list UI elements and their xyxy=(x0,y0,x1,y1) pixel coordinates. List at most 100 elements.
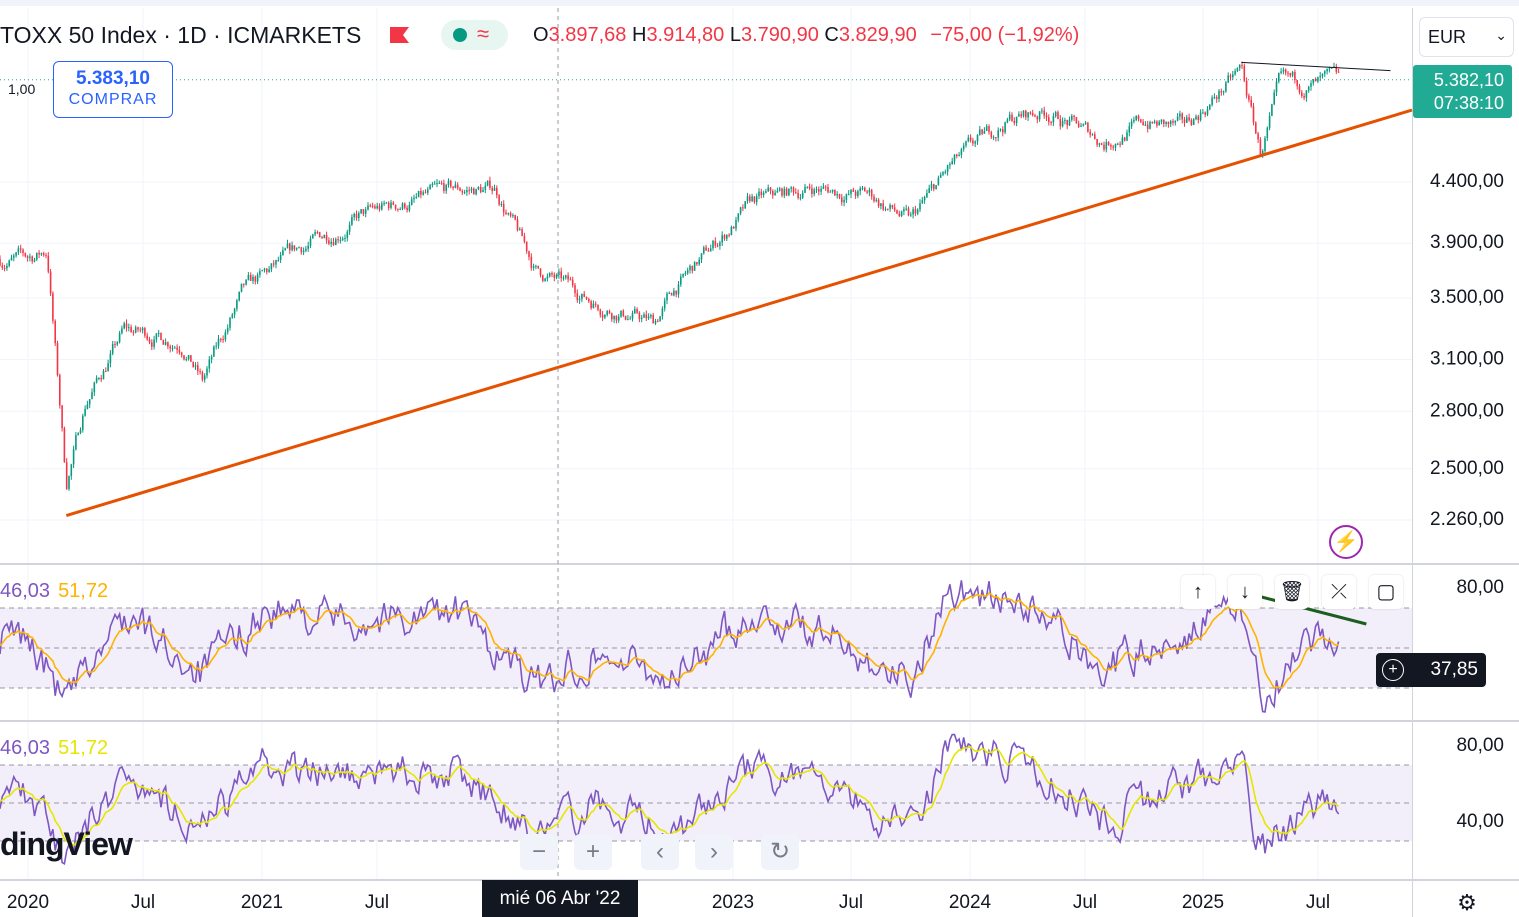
candle-body xyxy=(1006,119,1009,123)
candle-body xyxy=(1181,113,1183,120)
wave-icon: ≈ xyxy=(477,21,490,46)
rsi2-value: 46,03 xyxy=(0,737,51,759)
candle-body xyxy=(185,358,188,360)
candle-body xyxy=(680,276,682,285)
candle-body xyxy=(882,203,884,210)
candle-body xyxy=(468,190,470,192)
candle-body xyxy=(845,194,848,200)
candle-body xyxy=(1004,122,1006,133)
indicator-pill[interactable]: ≈ xyxy=(441,20,508,50)
time-tick-label: 2024 xyxy=(949,892,992,913)
zoom-out-button[interactable]: − xyxy=(520,834,558,870)
candle-body xyxy=(167,342,169,347)
candle-body xyxy=(953,154,956,162)
candle-body xyxy=(574,285,576,294)
candle-body xyxy=(914,209,917,214)
price-axis[interactable]: 2.260,00 2.500,00 2.800,00 3.100,00 3.500,00… xyxy=(1430,171,1504,530)
rsi-value-badge[interactable]: + 37,85 xyxy=(1376,653,1486,687)
candle-body xyxy=(369,205,372,207)
candle-body xyxy=(91,392,93,400)
candle-body xyxy=(1096,139,1098,145)
candle-body xyxy=(1002,129,1004,133)
low-value: 3.790,90 xyxy=(740,24,819,46)
candle-body xyxy=(820,188,822,192)
candle-body xyxy=(1121,137,1124,145)
candle-body xyxy=(707,250,710,252)
candle-body xyxy=(581,293,583,300)
rsi2-legend: 46,03 51,72 xyxy=(0,737,108,760)
candle-body xyxy=(831,189,834,192)
plus-icon[interactable]: + xyxy=(1382,659,1404,681)
chevron-down-icon: ⌄ xyxy=(1495,27,1507,43)
candle-body xyxy=(857,191,859,196)
candle-body xyxy=(70,464,73,477)
bar-countdown: 07:38:10 xyxy=(1433,93,1504,113)
symbol-title[interactable]: TOXX 50 Index · 1D · ICMARKETS xyxy=(0,21,362,48)
flag-icon[interactable] xyxy=(389,26,410,44)
candle-body xyxy=(1077,123,1080,127)
candle-body xyxy=(1335,66,1338,72)
move-down-button[interactable]: ↓ xyxy=(1228,575,1262,609)
candle-body xyxy=(735,219,737,229)
candle-body xyxy=(976,134,979,142)
candle-body xyxy=(599,309,602,315)
collapse-pane-button[interactable]: ⤫ xyxy=(1322,575,1356,609)
candle-body xyxy=(1234,71,1236,75)
candle-body xyxy=(829,191,832,193)
candle-body xyxy=(353,213,355,218)
candle-body xyxy=(1225,82,1227,92)
currency-select[interactable]: EUR ⌄ xyxy=(1419,17,1514,57)
candle-body xyxy=(1324,71,1326,74)
candle-body xyxy=(194,365,197,367)
gear-icon[interactable]: ⚙ xyxy=(1457,890,1477,915)
candle-body xyxy=(965,141,967,146)
candle-body xyxy=(1314,79,1317,82)
maximize-pane-button[interactable]: ▢ xyxy=(1369,575,1403,609)
candle-body xyxy=(772,190,774,196)
candle-body xyxy=(332,241,335,246)
candle-body xyxy=(1008,114,1011,120)
price-tick-label: 3.900,00 xyxy=(1430,232,1504,253)
reset-chart-button[interactable]: ↻ xyxy=(761,834,799,870)
candle-body xyxy=(604,314,606,318)
scroll-left-button[interactable]: ‹ xyxy=(641,834,679,870)
candle-body xyxy=(1041,110,1043,112)
delete-pane-button[interactable]: 🗑 xyxy=(1275,575,1309,609)
candle-body xyxy=(834,189,836,196)
zoom-in-button[interactable]: + xyxy=(574,834,612,870)
move-up-button[interactable]: ↑ xyxy=(1181,575,1215,609)
candle-body xyxy=(390,202,392,208)
candle-body xyxy=(1307,86,1310,91)
candle-body xyxy=(1036,116,1039,120)
candle-body xyxy=(1255,122,1257,134)
candle-body xyxy=(295,247,298,250)
rsi2-axis[interactable]: 80,00 40,00 xyxy=(1456,735,1504,832)
trendlines[interactable] xyxy=(65,61,1413,517)
rsi-current-value: 37,85 xyxy=(1430,659,1478,680)
candle-body xyxy=(866,191,868,193)
candle-body xyxy=(813,189,815,194)
candle-body xyxy=(314,232,316,235)
candle-body xyxy=(1278,73,1280,82)
candle-body xyxy=(760,191,763,196)
candle-body xyxy=(532,266,535,268)
candle-body xyxy=(302,250,305,253)
candle-body xyxy=(792,187,795,193)
candle-body xyxy=(1084,122,1087,125)
candle-body xyxy=(0,259,1,266)
candle-body xyxy=(229,317,231,328)
scroll-right-button[interactable]: › xyxy=(695,834,733,870)
rsi1-axis[interactable]: 80,00 xyxy=(1456,577,1504,598)
flash-icon[interactable]: ⚡ xyxy=(1329,525,1363,559)
candle-body xyxy=(316,232,319,234)
candle-body xyxy=(484,185,487,190)
candle-body xyxy=(767,187,769,192)
candle-body xyxy=(1176,116,1179,121)
buy-button[interactable]: 5.383,10 COMPRAR xyxy=(53,61,173,118)
candle-body xyxy=(983,130,986,134)
candle-body xyxy=(417,190,420,197)
candle-body xyxy=(1169,121,1172,125)
candle-body xyxy=(261,270,263,272)
time-axis[interactable]: 2020 Jul 2021 Jul 2023 Jul 2024 Jul 2025 Jul xyxy=(7,892,1330,913)
